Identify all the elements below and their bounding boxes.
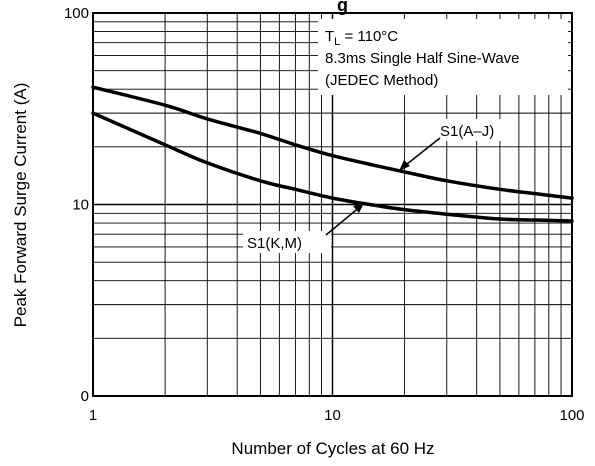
plot-frame [92,12,573,397]
series-label-k-m-leader [325,205,362,236]
series-group [91,85,574,223]
y-tick-label: 10 [72,197,89,214]
chart-title-fragment: g [337,0,348,15]
series-label-a-j-text: S1(A–J) [440,123,494,140]
y-tick-label: 100 [64,5,89,22]
series-label-k-m-text: S1(K,M) [247,235,302,252]
y-axis-title: Peak Forward Surge Current (A) [11,83,30,328]
series-label-a-j: S1(A–J) [399,119,506,171]
x-axis-title: Number of Cycles at 60 Hz [231,439,434,458]
annotation-method: (JEDEC Method) [325,72,438,89]
series-label-a-j-leader [401,137,441,169]
y-tick-label: 0 [81,388,89,405]
x-tick-label: 100 [559,407,584,424]
annotation-waveform: 8.3ms Single Half Sine-Wave [325,50,520,67]
series-label-k-m-arrowhead [353,203,364,213]
series-line-a-j [91,85,574,200]
conditions-annotation: TL = 110°C 8.3ms Single Half Sine-Wave (… [318,19,568,95]
annotation-temperature: TL = 110°C [325,28,398,48]
series-label-a-j-background [436,119,506,141]
series-label-a-j-arrowhead [399,160,410,171]
series-label-k-m: S1(K,M) [243,203,364,253]
series-line-k-m [91,111,574,223]
annotation-background [318,19,568,95]
series-label-k-m-background [243,231,331,253]
tick-labels: 1 10 100 0 10 100 [64,5,585,424]
x-tick-label: 1 [89,407,97,424]
x-tick-label: 10 [324,407,341,424]
